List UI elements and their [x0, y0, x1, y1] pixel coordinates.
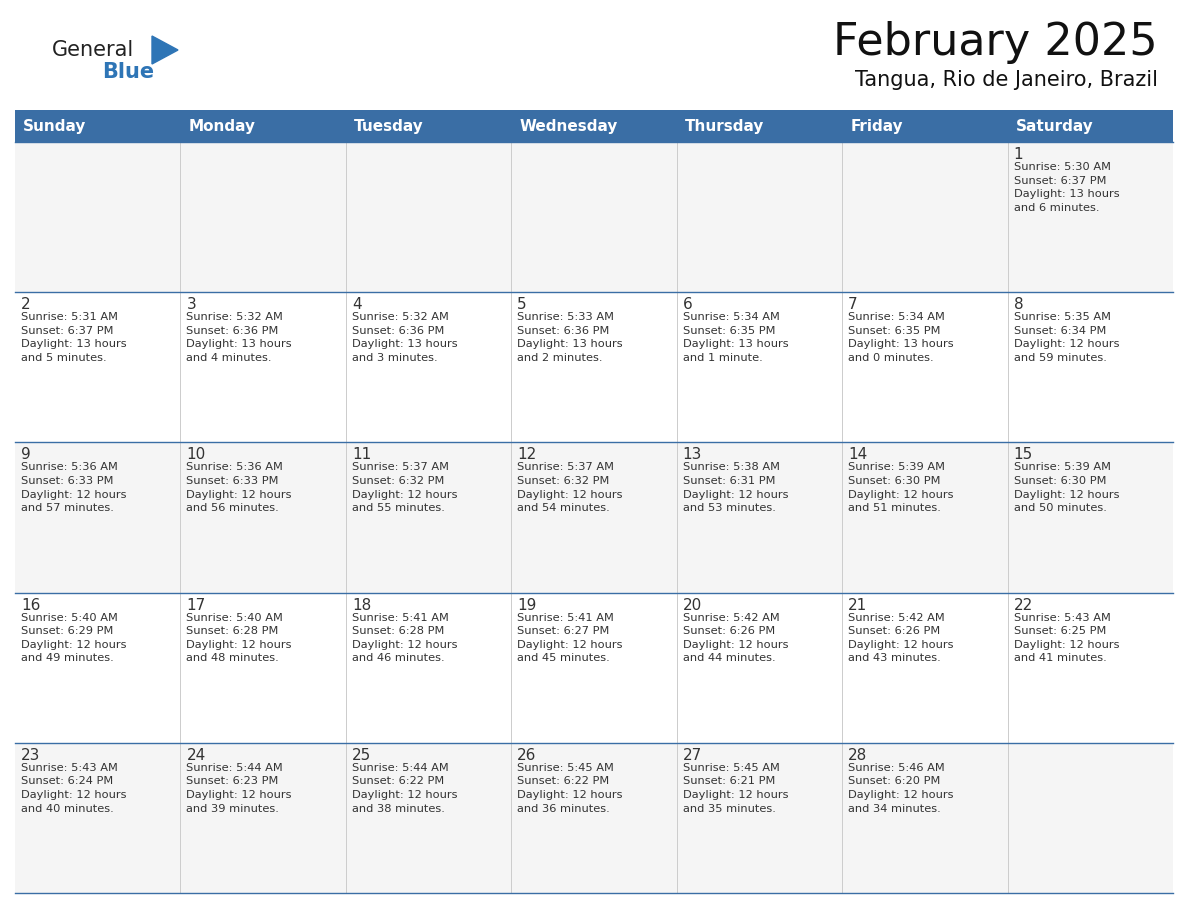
- Text: Sunrise: 5:37 AM
Sunset: 6:32 PM
Daylight: 12 hours
and 54 minutes.: Sunrise: 5:37 AM Sunset: 6:32 PM Dayligh…: [517, 463, 623, 513]
- Bar: [15, 292, 1173, 442]
- Text: Thursday: Thursday: [684, 118, 764, 133]
- Text: Sunrise: 5:44 AM
Sunset: 6:22 PM
Daylight: 12 hours
and 38 minutes.: Sunrise: 5:44 AM Sunset: 6:22 PM Dayligh…: [352, 763, 457, 813]
- Text: 15: 15: [1013, 447, 1032, 463]
- Text: Sunrise: 5:39 AM
Sunset: 6:30 PM
Daylight: 12 hours
and 51 minutes.: Sunrise: 5:39 AM Sunset: 6:30 PM Dayligh…: [848, 463, 954, 513]
- Text: 6: 6: [683, 297, 693, 312]
- Text: Sunrise: 5:33 AM
Sunset: 6:36 PM
Daylight: 13 hours
and 2 minutes.: Sunrise: 5:33 AM Sunset: 6:36 PM Dayligh…: [517, 312, 623, 363]
- Text: 3: 3: [187, 297, 196, 312]
- Text: Sunrise: 5:34 AM
Sunset: 6:35 PM
Daylight: 13 hours
and 1 minute.: Sunrise: 5:34 AM Sunset: 6:35 PM Dayligh…: [683, 312, 789, 363]
- Text: Sunrise: 5:36 AM
Sunset: 6:33 PM
Daylight: 12 hours
and 56 minutes.: Sunrise: 5:36 AM Sunset: 6:33 PM Dayligh…: [187, 463, 292, 513]
- Text: 2: 2: [21, 297, 31, 312]
- Text: Sunrise: 5:37 AM
Sunset: 6:32 PM
Daylight: 12 hours
and 55 minutes.: Sunrise: 5:37 AM Sunset: 6:32 PM Dayligh…: [352, 463, 457, 513]
- Text: Tuesday: Tuesday: [354, 118, 424, 133]
- Text: Sunrise: 5:40 AM
Sunset: 6:28 PM
Daylight: 12 hours
and 48 minutes.: Sunrise: 5:40 AM Sunset: 6:28 PM Dayligh…: [187, 612, 292, 664]
- Text: 23: 23: [21, 748, 40, 763]
- Text: 5: 5: [517, 297, 527, 312]
- Text: Sunrise: 5:45 AM
Sunset: 6:21 PM
Daylight: 12 hours
and 35 minutes.: Sunrise: 5:45 AM Sunset: 6:21 PM Dayligh…: [683, 763, 788, 813]
- Text: 9: 9: [21, 447, 31, 463]
- Text: 19: 19: [517, 598, 537, 612]
- Text: 24: 24: [187, 748, 206, 763]
- Text: Sunrise: 5:41 AM
Sunset: 6:28 PM
Daylight: 12 hours
and 46 minutes.: Sunrise: 5:41 AM Sunset: 6:28 PM Dayligh…: [352, 612, 457, 664]
- Text: Sunrise: 5:34 AM
Sunset: 6:35 PM
Daylight: 13 hours
and 0 minutes.: Sunrise: 5:34 AM Sunset: 6:35 PM Dayligh…: [848, 312, 954, 363]
- Text: 1: 1: [1013, 147, 1023, 162]
- Text: Sunrise: 5:32 AM
Sunset: 6:36 PM
Daylight: 13 hours
and 3 minutes.: Sunrise: 5:32 AM Sunset: 6:36 PM Dayligh…: [352, 312, 457, 363]
- Text: 12: 12: [517, 447, 537, 463]
- Text: Sunrise: 5:38 AM
Sunset: 6:31 PM
Daylight: 12 hours
and 53 minutes.: Sunrise: 5:38 AM Sunset: 6:31 PM Dayligh…: [683, 463, 788, 513]
- Text: 7: 7: [848, 297, 858, 312]
- Text: Sunrise: 5:43 AM
Sunset: 6:25 PM
Daylight: 12 hours
and 41 minutes.: Sunrise: 5:43 AM Sunset: 6:25 PM Dayligh…: [1013, 612, 1119, 664]
- Text: Wednesday: Wednesday: [519, 118, 618, 133]
- Bar: [15, 110, 1173, 142]
- Text: General: General: [52, 40, 134, 60]
- Text: Sunrise: 5:45 AM
Sunset: 6:22 PM
Daylight: 12 hours
and 36 minutes.: Sunrise: 5:45 AM Sunset: 6:22 PM Dayligh…: [517, 763, 623, 813]
- Bar: [15, 743, 1173, 893]
- Text: Sunrise: 5:32 AM
Sunset: 6:36 PM
Daylight: 13 hours
and 4 minutes.: Sunrise: 5:32 AM Sunset: 6:36 PM Dayligh…: [187, 312, 292, 363]
- Text: February 2025: February 2025: [833, 21, 1158, 64]
- Text: 10: 10: [187, 447, 206, 463]
- Text: 11: 11: [352, 447, 371, 463]
- Text: 20: 20: [683, 598, 702, 612]
- Bar: [15, 593, 1173, 743]
- Text: Monday: Monday: [189, 118, 255, 133]
- Text: 8: 8: [1013, 297, 1023, 312]
- Text: Sunrise: 5:30 AM
Sunset: 6:37 PM
Daylight: 13 hours
and 6 minutes.: Sunrise: 5:30 AM Sunset: 6:37 PM Dayligh…: [1013, 162, 1119, 213]
- Text: Blue: Blue: [102, 62, 154, 82]
- Text: Friday: Friday: [851, 118, 903, 133]
- Bar: [15, 442, 1173, 593]
- Polygon shape: [152, 36, 178, 64]
- Text: 16: 16: [21, 598, 40, 612]
- Text: 21: 21: [848, 598, 867, 612]
- Text: 25: 25: [352, 748, 371, 763]
- Text: Sunrise: 5:43 AM
Sunset: 6:24 PM
Daylight: 12 hours
and 40 minutes.: Sunrise: 5:43 AM Sunset: 6:24 PM Dayligh…: [21, 763, 126, 813]
- Text: Sunrise: 5:31 AM
Sunset: 6:37 PM
Daylight: 13 hours
and 5 minutes.: Sunrise: 5:31 AM Sunset: 6:37 PM Dayligh…: [21, 312, 127, 363]
- Text: Sunrise: 5:44 AM
Sunset: 6:23 PM
Daylight: 12 hours
and 39 minutes.: Sunrise: 5:44 AM Sunset: 6:23 PM Dayligh…: [187, 763, 292, 813]
- Text: 22: 22: [1013, 598, 1032, 612]
- Text: Saturday: Saturday: [1016, 118, 1093, 133]
- Text: 26: 26: [517, 748, 537, 763]
- Text: 4: 4: [352, 297, 361, 312]
- Bar: [15, 142, 1173, 292]
- Text: Tangua, Rio de Janeiro, Brazil: Tangua, Rio de Janeiro, Brazil: [855, 70, 1158, 90]
- Text: Sunrise: 5:40 AM
Sunset: 6:29 PM
Daylight: 12 hours
and 49 minutes.: Sunrise: 5:40 AM Sunset: 6:29 PM Dayligh…: [21, 612, 126, 664]
- Text: 13: 13: [683, 447, 702, 463]
- Text: Sunrise: 5:36 AM
Sunset: 6:33 PM
Daylight: 12 hours
and 57 minutes.: Sunrise: 5:36 AM Sunset: 6:33 PM Dayligh…: [21, 463, 126, 513]
- Text: Sunrise: 5:42 AM
Sunset: 6:26 PM
Daylight: 12 hours
and 43 minutes.: Sunrise: 5:42 AM Sunset: 6:26 PM Dayligh…: [848, 612, 954, 664]
- Text: Sunrise: 5:35 AM
Sunset: 6:34 PM
Daylight: 12 hours
and 59 minutes.: Sunrise: 5:35 AM Sunset: 6:34 PM Dayligh…: [1013, 312, 1119, 363]
- Text: Sunrise: 5:46 AM
Sunset: 6:20 PM
Daylight: 12 hours
and 34 minutes.: Sunrise: 5:46 AM Sunset: 6:20 PM Dayligh…: [848, 763, 954, 813]
- Text: Sunrise: 5:41 AM
Sunset: 6:27 PM
Daylight: 12 hours
and 45 minutes.: Sunrise: 5:41 AM Sunset: 6:27 PM Dayligh…: [517, 612, 623, 664]
- Text: Sunday: Sunday: [23, 118, 87, 133]
- Text: 14: 14: [848, 447, 867, 463]
- Text: 18: 18: [352, 598, 371, 612]
- Text: 28: 28: [848, 748, 867, 763]
- Text: Sunrise: 5:39 AM
Sunset: 6:30 PM
Daylight: 12 hours
and 50 minutes.: Sunrise: 5:39 AM Sunset: 6:30 PM Dayligh…: [1013, 463, 1119, 513]
- Text: 17: 17: [187, 598, 206, 612]
- Text: Sunrise: 5:42 AM
Sunset: 6:26 PM
Daylight: 12 hours
and 44 minutes.: Sunrise: 5:42 AM Sunset: 6:26 PM Dayligh…: [683, 612, 788, 664]
- Text: 27: 27: [683, 748, 702, 763]
